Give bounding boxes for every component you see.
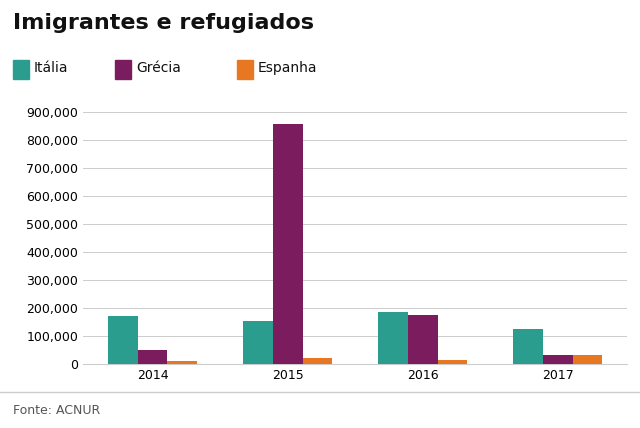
Bar xyxy=(243,321,273,364)
Bar xyxy=(513,329,543,364)
Bar xyxy=(573,355,602,364)
Bar xyxy=(273,124,303,364)
Text: Imigrantes e refugiados: Imigrantes e refugiados xyxy=(13,13,314,33)
Text: Fonte: ACNUR: Fonte: ACNUR xyxy=(13,404,100,417)
Bar xyxy=(138,350,168,364)
Bar xyxy=(168,361,197,364)
Bar xyxy=(408,315,438,364)
Bar xyxy=(303,358,332,364)
Text: Grécia: Grécia xyxy=(136,62,181,75)
Text: Espanha: Espanha xyxy=(258,62,317,75)
Bar xyxy=(438,360,467,364)
Text: BBC: BBC xyxy=(578,403,612,419)
Bar xyxy=(378,312,408,364)
Text: Itália: Itália xyxy=(34,62,68,75)
Bar xyxy=(543,355,573,364)
Bar xyxy=(108,316,138,364)
